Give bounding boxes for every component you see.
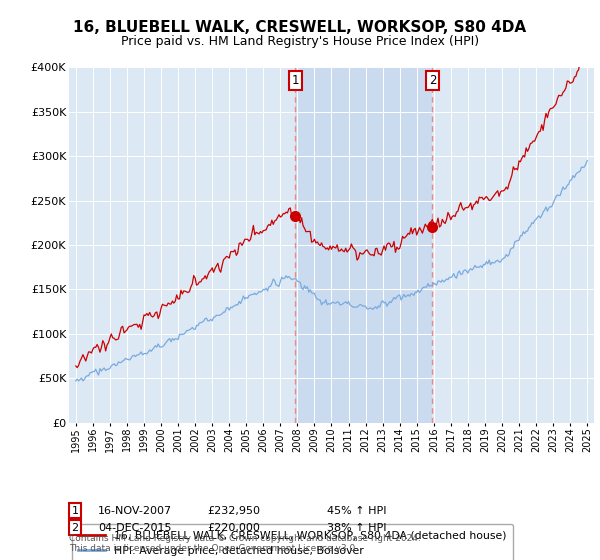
Text: £220,000: £220,000 — [207, 522, 260, 533]
Bar — [295, 67, 433, 423]
Text: Price paid vs. HM Land Registry's House Price Index (HPI): Price paid vs. HM Land Registry's House … — [121, 35, 479, 48]
Text: 2: 2 — [71, 522, 79, 533]
Text: 1: 1 — [71, 506, 79, 516]
Text: 1: 1 — [292, 74, 299, 87]
Text: £232,950: £232,950 — [207, 506, 260, 516]
Text: Contains HM Land Registry data © Crown copyright and database right 2024.
This d: Contains HM Land Registry data © Crown c… — [69, 534, 421, 553]
Text: 16, BLUEBELL WALK, CRESWELL, WORKSOP, S80 4DA: 16, BLUEBELL WALK, CRESWELL, WORKSOP, S8… — [73, 20, 527, 35]
Text: 38% ↑ HPI: 38% ↑ HPI — [327, 522, 386, 533]
Text: 2: 2 — [428, 74, 436, 87]
Text: 45% ↑ HPI: 45% ↑ HPI — [327, 506, 386, 516]
Text: 16-NOV-2007: 16-NOV-2007 — [98, 506, 172, 516]
Legend: 16, BLUEBELL WALK, CRESWELL, WORKSOP, S80 4DA (detached house), HPI: Average pri: 16, BLUEBELL WALK, CRESWELL, WORKSOP, S8… — [72, 524, 513, 560]
Text: 04-DEC-2015: 04-DEC-2015 — [98, 522, 172, 533]
